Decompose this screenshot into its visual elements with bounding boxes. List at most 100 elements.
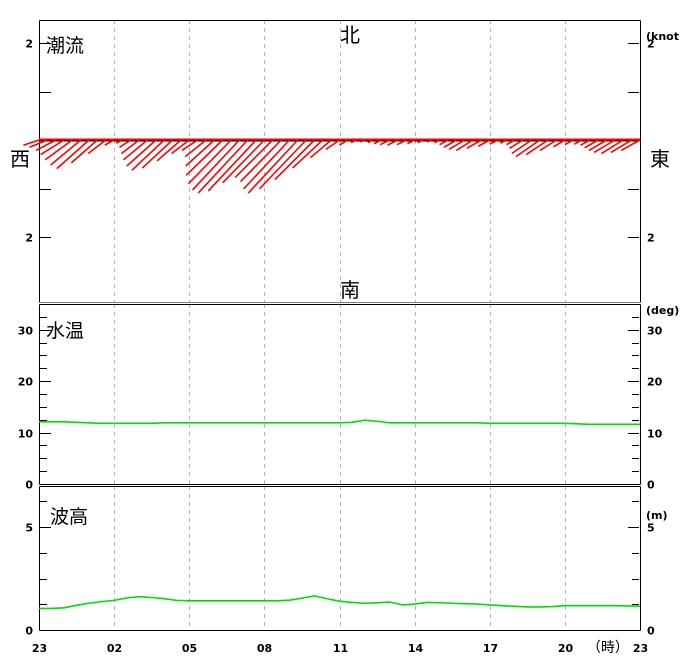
direction-east-text: 東 [650, 147, 670, 171]
current-vector [620, 139, 641, 152]
current-vector [119, 139, 132, 148]
current-vector [439, 139, 449, 146]
svg-text:08: 08 [257, 642, 272, 655]
current-vector [258, 139, 307, 190]
current-vector [610, 139, 633, 154]
current-vector [509, 139, 524, 150]
current-vector [185, 139, 224, 176]
svg-text:0: 0 [25, 479, 33, 492]
current-vector [600, 139, 624, 155]
current-vector [247, 139, 299, 194]
current-vector [580, 139, 591, 146]
current-vector [240, 139, 282, 183]
current-vector [141, 139, 174, 169]
unit-deg: (deg) [646, 304, 679, 317]
current-vector [156, 139, 182, 162]
current-vector [448, 139, 466, 151]
current-vector [234, 139, 274, 179]
current-vector [87, 139, 107, 155]
current-vector [373, 139, 382, 145]
current-vector [292, 139, 324, 169]
svg-text:20: 20 [647, 376, 663, 389]
current-vector [489, 139, 499, 145]
svg-text:2: 2 [647, 232, 655, 245]
current-vector [525, 139, 549, 156]
current-vector-field [23, 138, 641, 194]
wave-height-line [39, 595, 641, 610]
current-vector [123, 139, 148, 161]
svg-text:30: 30 [18, 325, 34, 338]
current-vector [396, 139, 407, 146]
svg-text:2: 2 [25, 232, 33, 245]
current-vector [191, 139, 240, 191]
current-vector [23, 139, 40, 146]
current-vector [511, 139, 533, 155]
current-vector [506, 139, 516, 146]
current-vector [126, 139, 157, 167]
current-vector [70, 139, 98, 164]
current-vector [131, 139, 165, 171]
current-vector [222, 139, 265, 184]
current-vector [539, 139, 558, 152]
svg-text:17: 17 [483, 642, 498, 655]
current-vector [115, 139, 123, 144]
svg-text:23: 23 [32, 642, 47, 655]
current-vector [56, 139, 90, 170]
current-vector [104, 139, 115, 146]
data-layer [23, 138, 641, 610]
water-temperature-line [39, 419, 640, 426]
current-vector [466, 139, 482, 150]
gridline-layer [114, 20, 566, 630]
unit-knot: (knot) [646, 30, 680, 43]
svg-text:11: 11 [333, 642, 348, 655]
svg-text:5: 5 [25, 522, 33, 535]
xaxis-unit-label: （時） [587, 640, 629, 656]
current-vector [325, 139, 340, 151]
panel-title-current-text: 潮流 [46, 35, 84, 57]
svg-text:5: 5 [647, 522, 655, 535]
axis-layer [39, 20, 641, 631]
current-vector [40, 139, 65, 156]
svg-text:0: 0 [647, 479, 655, 492]
current-vector [564, 139, 574, 146]
direction-north-text: 北 [340, 23, 360, 47]
current-vector [515, 139, 541, 158]
svg-text:10: 10 [647, 428, 663, 441]
panel-frame-water-temperature [39, 304, 641, 485]
panel-frame-wave-height [39, 486, 641, 631]
svg-text:14: 14 [408, 642, 424, 655]
direction-west-text: 西 [10, 147, 30, 171]
svg-text:0: 0 [25, 625, 33, 638]
svg-text:05: 05 [182, 642, 197, 655]
panel-title-wave-height-text: 波高 [50, 506, 88, 528]
current-vector [171, 139, 190, 155]
current-vector [573, 139, 583, 145]
direction-south-text: 南 [340, 278, 360, 302]
svg-text:20: 20 [558, 642, 574, 655]
current-vector [379, 139, 390, 146]
current-vector [584, 139, 599, 149]
svg-text:0: 0 [647, 625, 655, 638]
current-vector [387, 139, 399, 146]
current-vector [207, 139, 257, 192]
xaxis-ticks [39, 21, 641, 629]
yaxis-ticks-water-temperature [40, 304, 639, 472]
current-vector [44, 139, 73, 161]
current-vector [443, 139, 457, 148]
current-vector [185, 139, 215, 167]
svg-text:23: 23 [633, 642, 648, 655]
current-vector [187, 139, 232, 185]
current-vector [477, 139, 491, 147]
svg-text:2: 2 [25, 38, 33, 51]
current-vector [184, 139, 207, 158]
current-vector [181, 139, 198, 152]
current-vector [406, 139, 415, 145]
current-vector [197, 139, 249, 194]
current-vector [29, 139, 48, 149]
panel-title-water-temperature-text: 水温 [46, 320, 84, 342]
svg-text:20: 20 [18, 376, 34, 389]
svg-text:02: 02 [107, 642, 122, 655]
